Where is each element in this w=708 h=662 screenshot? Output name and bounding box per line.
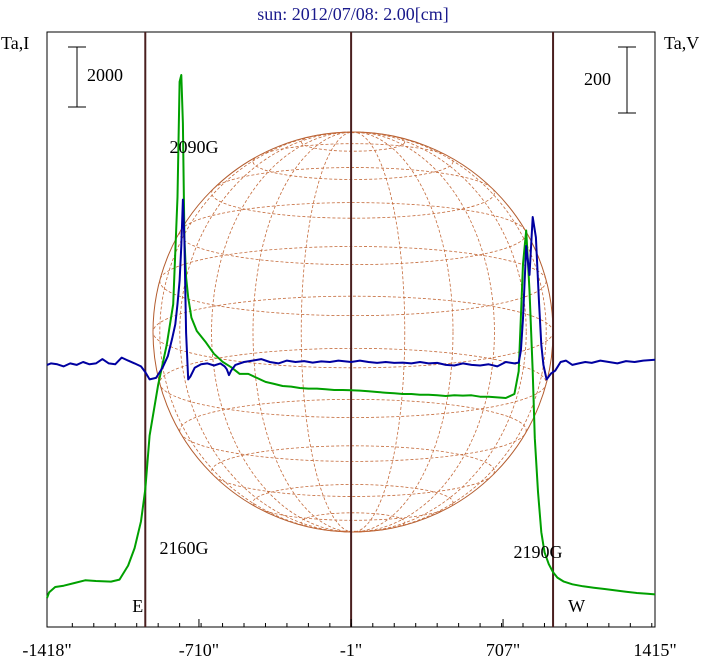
series-line-I (46, 74, 656, 599)
solar-latitude-line (159, 246, 547, 317)
solar-latitude-line (179, 398, 527, 462)
solar-latitude-line (159, 347, 547, 418)
limb-label: E (132, 596, 143, 616)
solar-longitude-line (159, 131, 547, 533)
x-tick-label: -1" (340, 640, 362, 660)
solar-latitude-line (300, 512, 406, 532)
series-layer (46, 74, 656, 599)
scale-bar-right: 200 (584, 46, 636, 114)
annotation-label: 2090G (170, 137, 219, 157)
solar-latitude-line (211, 167, 495, 219)
solar-latitude-line (252, 484, 454, 521)
solar-latitude-line (300, 132, 406, 152)
series-line-V (46, 198, 656, 381)
y-axis-label-left: Ta,I (1, 33, 29, 53)
scale-bar-left: 2000 (68, 46, 123, 108)
annotation-label: 2190G (514, 542, 563, 562)
solar-latitude-line (252, 143, 454, 180)
x-tick-label: -710" (179, 640, 219, 660)
solar-latitude-line (211, 445, 495, 497)
solar-longitude-line (252, 131, 454, 533)
x-tick-label: 707" (486, 640, 520, 660)
limb-label: W (568, 596, 585, 616)
solar-longitude-line (300, 131, 406, 533)
solar-latitude-line (179, 202, 527, 266)
solar-disk-grid (152, 131, 554, 533)
chart-title: sun: 2012/07/08: 2.00[cm] (257, 4, 449, 24)
y-axis-label-right: Ta,V (664, 33, 699, 53)
solar-longitude-line (211, 131, 495, 533)
x-tick-label: 1415" (633, 640, 676, 660)
scale-bar-left-label: 2000 (87, 65, 123, 85)
solar-longitude-line (179, 131, 527, 533)
annotations: 2090G 2160G 2190G (160, 137, 563, 562)
scale-bar-right-label: 200 (584, 69, 611, 89)
solar-disk-limb (152, 131, 554, 533)
x-axis: -1418" -710" -1" 707" 1415" (22, 619, 677, 660)
annotation-label: 2160G (160, 538, 209, 558)
x-tick-label: -1418" (22, 640, 71, 660)
